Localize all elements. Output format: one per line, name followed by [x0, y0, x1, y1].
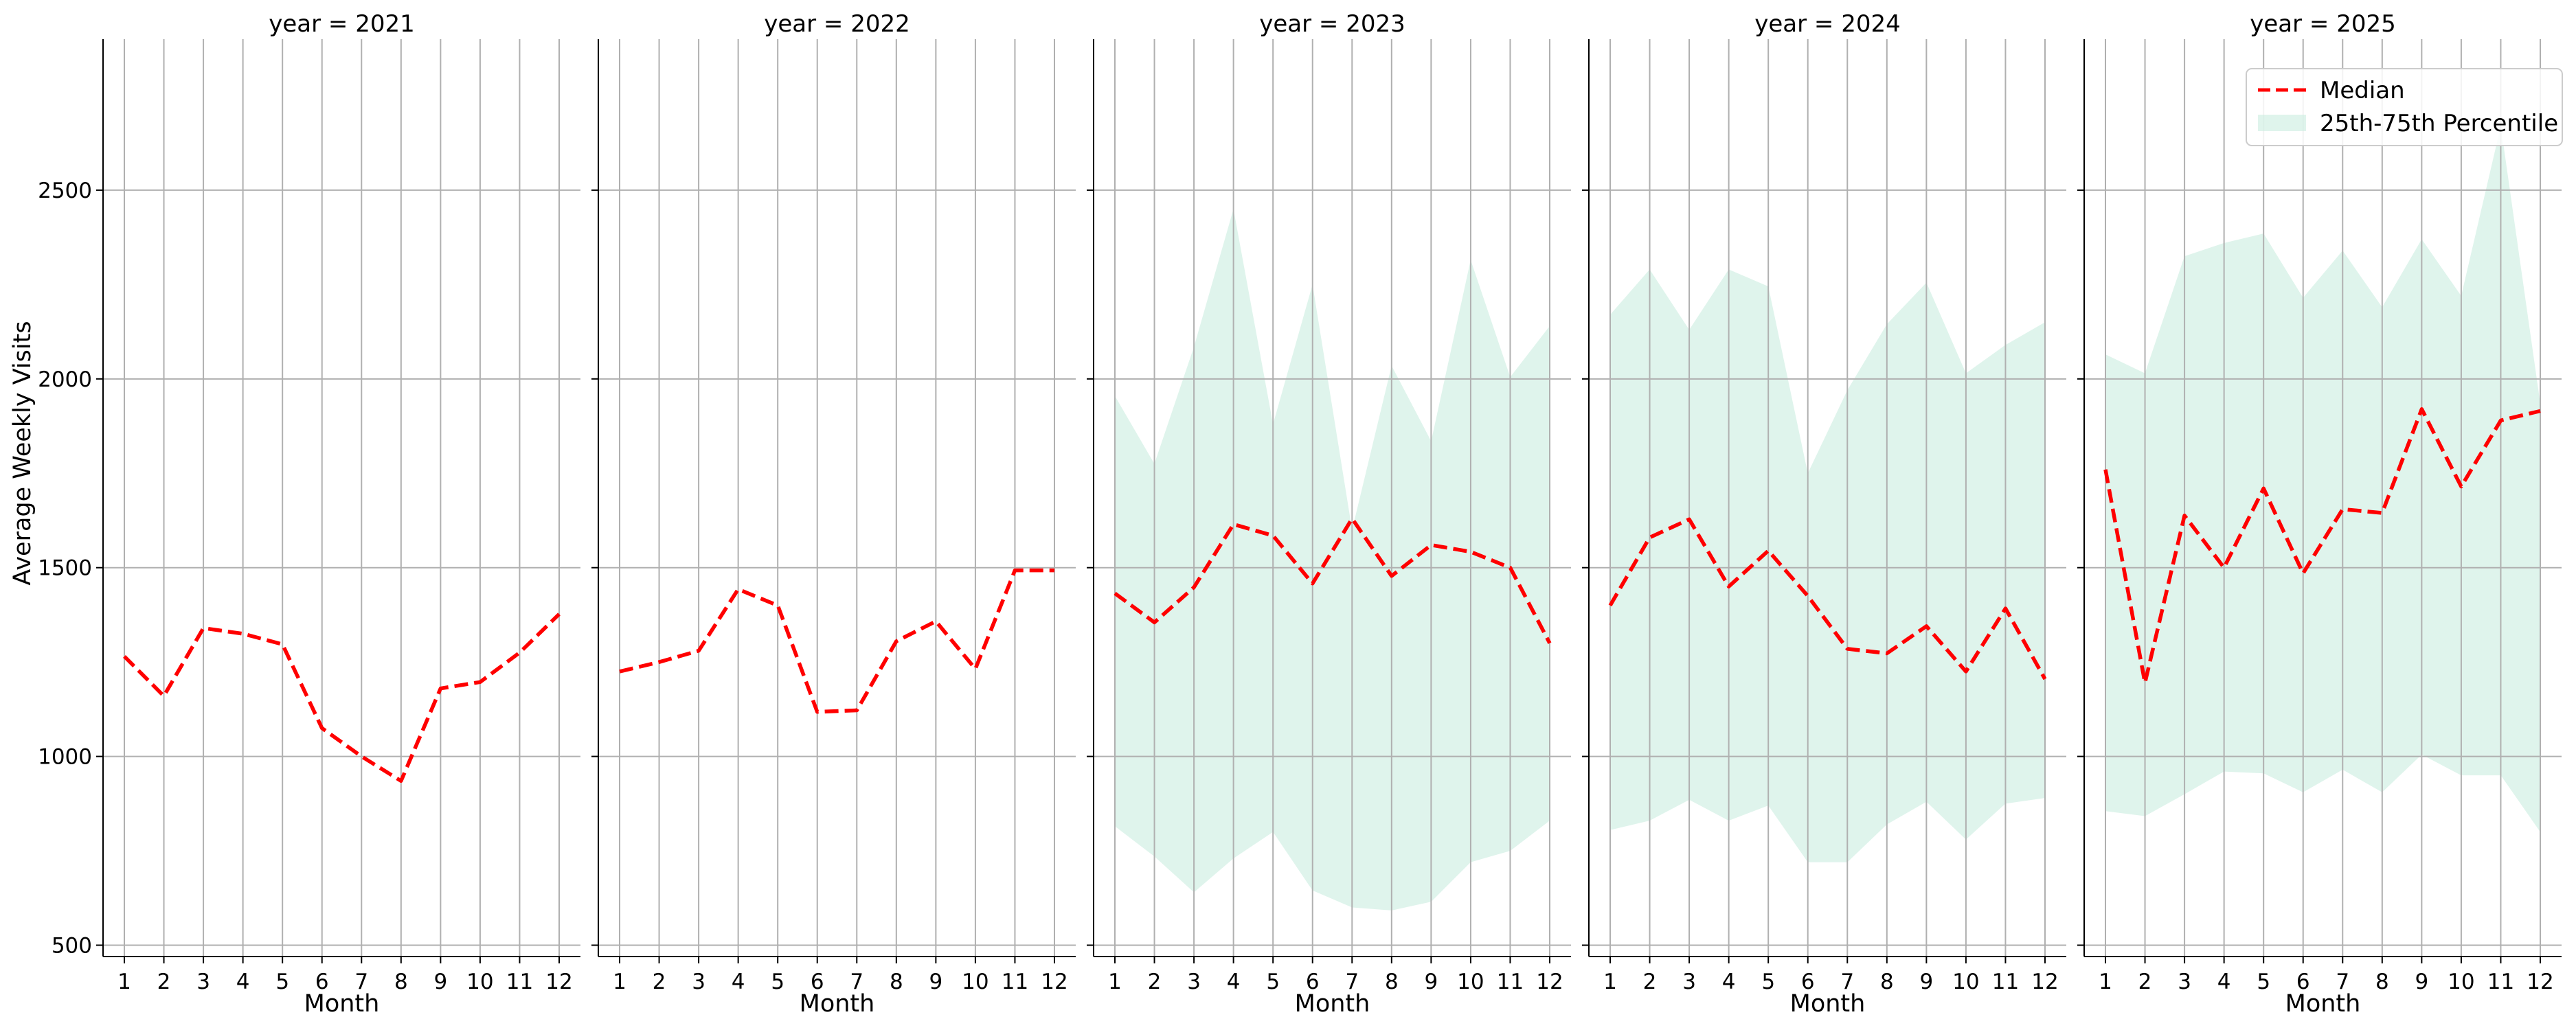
y-tick-label: 500	[52, 934, 92, 959]
x-tick-label: 2	[2138, 970, 2152, 994]
x-tick-label: 4	[1227, 970, 1241, 994]
x-tick-label: 12	[2031, 970, 2058, 994]
x-axis-label: Month	[304, 990, 380, 1018]
median-line	[1114, 516, 1552, 644]
panel-title: year = 2025	[2250, 10, 2395, 38]
x-tick-label: 3	[692, 970, 705, 994]
y-axis-label: Average Weekly Visits	[9, 321, 36, 585]
x-tick-label: 2	[653, 970, 666, 994]
panel-title: year = 2022	[764, 10, 909, 38]
x-tick-label: 8	[890, 970, 903, 994]
x-tick-label: 7	[850, 970, 863, 994]
y-tick-label: 1000	[38, 745, 92, 770]
x-tick-label: 4	[2217, 970, 2231, 994]
panel-title: year = 2023	[1259, 10, 1405, 38]
x-tick-label: 10	[2448, 970, 2474, 994]
x-tick-label: 6	[1801, 970, 1815, 994]
x-tick-label: 5	[275, 970, 289, 994]
x-tick-label: 6	[2296, 970, 2310, 994]
x-tick-label: 4	[1722, 970, 1736, 994]
x-tick-label: 11	[2487, 970, 2514, 994]
panel-title: year = 2021	[269, 10, 414, 38]
x-tick-label: 8	[394, 970, 408, 994]
x-tick-label: 9	[433, 970, 447, 994]
percentile-band	[2105, 126, 2540, 832]
x-tick-label: 10	[962, 970, 988, 994]
x-tick-label: 8	[1385, 970, 1399, 994]
x-tick-label: 12	[1536, 970, 1563, 994]
x-tick-label: 4	[732, 970, 745, 994]
x-tick-label: 11	[1497, 970, 1524, 994]
x-axis-label: Month	[1295, 990, 1370, 1018]
x-tick-label: 5	[771, 970, 784, 994]
x-axis-label: Month	[2285, 990, 2361, 1018]
x-tick-label: 3	[1187, 970, 1201, 994]
y-tick-label: 2000	[38, 367, 92, 392]
legend-frame	[2246, 68, 2563, 146]
x-tick-label: 6	[1306, 970, 1320, 994]
median-line	[619, 568, 1054, 714]
x-tick-label: 7	[1840, 970, 1854, 994]
x-tick-label: 1	[1603, 970, 1617, 994]
x-tick-label: 2	[1643, 970, 1657, 994]
x-tick-label: 7	[1345, 970, 1359, 994]
x-tick-label: 9	[929, 970, 942, 994]
x-tick-label: 1	[117, 970, 131, 994]
percentile-band	[1115, 209, 1550, 911]
x-tick-label: 5	[1266, 970, 1280, 994]
x-tick-label: 5	[2257, 970, 2270, 994]
x-tick-label: 9	[1919, 970, 1933, 994]
x-tick-label: 11	[506, 970, 533, 994]
y-tick-label: 1500	[38, 556, 92, 581]
legend: Median 25th-75th Percentile	[2246, 68, 2563, 146]
median-line	[2103, 407, 2541, 685]
x-tick-label: 3	[1682, 970, 1696, 994]
x-tick-label: 12	[1041, 970, 1067, 994]
x-tick-label: 10	[1952, 970, 1979, 994]
x-tick-label: 10	[466, 970, 493, 994]
x-tick-label: 8	[1880, 970, 1894, 994]
x-tick-label: 1	[613, 970, 626, 994]
x-tick-label: 10	[1457, 970, 1484, 994]
median-line	[1608, 517, 2047, 680]
x-tick-label: 6	[315, 970, 329, 994]
x-tick-label: 6	[811, 970, 824, 994]
x-tick-label: 2	[157, 970, 171, 994]
x-tick-label: 9	[1424, 970, 1438, 994]
x-tick-label: 11	[1992, 970, 2019, 994]
legend-band-swatch	[2258, 115, 2306, 131]
x-tick-label: 9	[2415, 970, 2428, 994]
x-axis-label: Month	[1790, 990, 1866, 1018]
x-tick-label: 4	[236, 970, 250, 994]
x-tick-label: 8	[2375, 970, 2389, 994]
x-tick-label: 3	[196, 970, 210, 994]
x-tick-label: 1	[1108, 970, 1122, 994]
x-axis-label: Month	[800, 990, 875, 1018]
x-tick-label: 7	[2336, 970, 2349, 994]
legend-median-label: Median	[2320, 77, 2405, 104]
legend-band-label: 25th-75th Percentile	[2320, 110, 2558, 137]
x-tick-label: 3	[2178, 970, 2191, 994]
x-tick-label: 12	[2527, 970, 2553, 994]
percentile-band	[1610, 269, 2045, 862]
median-line	[123, 613, 561, 783]
panel-title: year = 2024	[1754, 10, 1900, 38]
y-tick-label: 2500	[38, 179, 92, 203]
x-tick-label: 1	[2099, 970, 2112, 994]
x-tick-label: 2	[1148, 970, 1162, 994]
x-tick-label: 7	[354, 970, 368, 994]
x-tick-label: 5	[1761, 970, 1775, 994]
x-tick-label: 12	[545, 970, 572, 994]
x-tick-label: 11	[1002, 970, 1028, 994]
